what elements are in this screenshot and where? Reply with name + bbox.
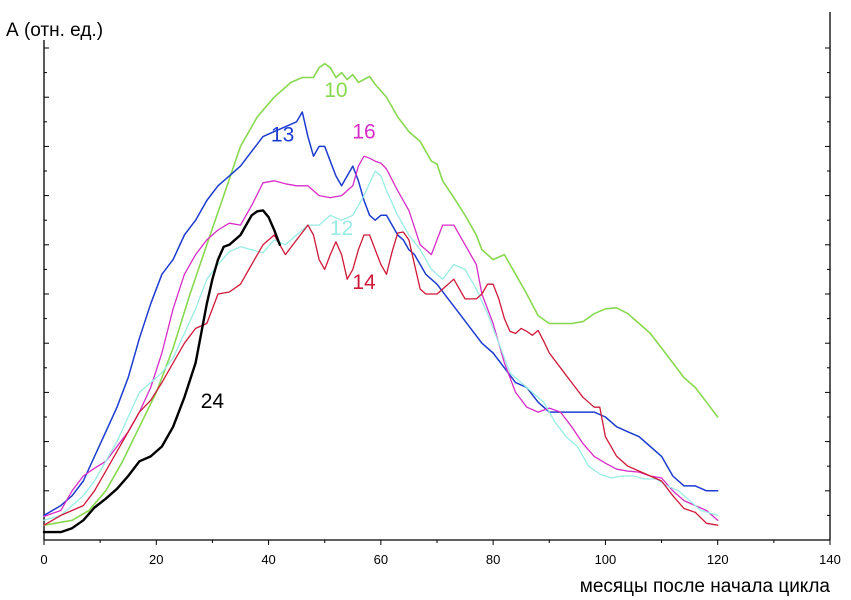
x-tick-label: 100: [595, 552, 617, 567]
y-axis-title: А (отн. ед.): [6, 20, 103, 41]
x-tick-label: 80: [486, 552, 500, 567]
series-line-16: [43, 155, 719, 521]
series-line-13: [43, 111, 719, 517]
x-tick-label: 120: [707, 552, 729, 567]
series-label-12: 12: [330, 217, 353, 240]
series-line-14: [43, 224, 719, 526]
series-label-24: 24: [201, 390, 225, 413]
series-labels: 10 13 16 12 14 24: [201, 79, 376, 413]
series-label-16: 16: [352, 121, 375, 144]
series-line-10: [43, 62, 719, 527]
x-tick-label: 40: [261, 552, 275, 567]
series-line-24: [42, 209, 281, 534]
y-axis-ticks: [44, 47, 830, 541]
x-axis-title: месяцы после начала цикла: [580, 576, 831, 597]
x-tick-label: 140: [819, 552, 841, 567]
series-label-10: 10: [324, 79, 347, 102]
x-axis-ticks: 0 20 40 60 80 100 120 140: [40, 540, 841, 567]
x-tick-label: 20: [149, 552, 163, 567]
series-line-12: [43, 170, 719, 521]
series-label-13: 13: [271, 123, 294, 146]
x-tick-label: 60: [374, 552, 388, 567]
series-label-14: 14: [352, 271, 376, 294]
x-tick-label: 0: [40, 552, 47, 567]
series-lines: [42, 62, 719, 534]
